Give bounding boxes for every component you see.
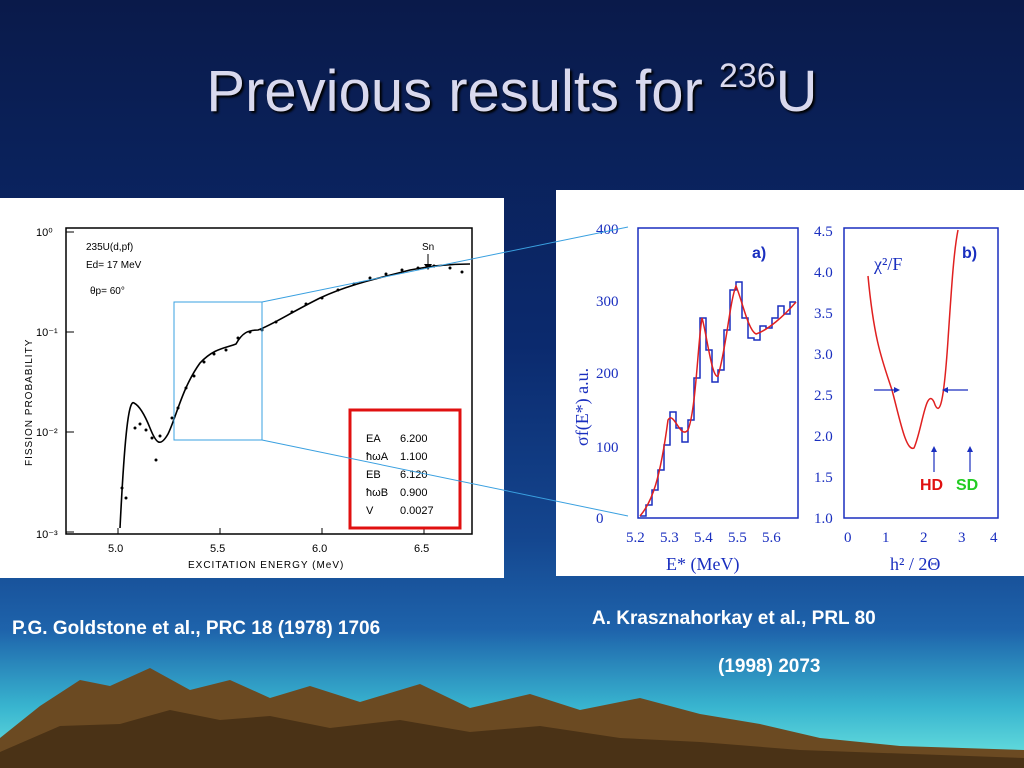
- panel-a-label: a): [752, 245, 766, 262]
- left-figure-panel: 10⁰ 10⁻¹ 10⁻² 10⁻³ 5.0 5.5 6.0 6.5 EXCIT…: [0, 198, 504, 578]
- right-figure-panel: 0 100 200 300 400 5.2 5.3 5.4 5.5 5.6 E*…: [556, 190, 1024, 576]
- b-y-tick-6: 3.5: [814, 306, 833, 322]
- x-tick-4: 6.5: [414, 543, 429, 555]
- b-x-tick-2: 1: [882, 530, 890, 546]
- energy-label: Ed= 17 MeV: [86, 260, 142, 271]
- chi2-label: χ²/F: [873, 254, 902, 274]
- a-x-tick-4: 5.5: [728, 530, 747, 546]
- sd-label: SD: [956, 477, 978, 494]
- param-value-2: 1.100: [400, 451, 428, 463]
- b-x-tick-1: 0: [844, 530, 852, 546]
- y-tick-3: 10⁻²: [36, 427, 58, 439]
- chi2-curve: [867, 229, 959, 449]
- right-citation-line1: A. Krasznahorkay et al., PRL 80: [592, 608, 876, 629]
- param-value-4: 0.900: [400, 487, 428, 499]
- x-tick-1: 5.0: [108, 543, 123, 555]
- sn-label: Sn: [422, 242, 434, 253]
- param-value-5: 0.0027: [400, 505, 434, 517]
- b-y-tick-7: 4.0: [814, 265, 833, 281]
- krasznahorkay-plots: 0 100 200 300 400 5.2 5.3 5.4 5.5 5.6 E*…: [572, 222, 999, 575]
- a-x-tick-2: 5.3: [660, 530, 679, 546]
- x-tick-3: 6.0: [312, 543, 327, 555]
- b-x-tick-3: 2: [920, 530, 928, 546]
- title-end: U: [775, 59, 818, 124]
- y-tick-4: 10⁻³: [36, 529, 58, 541]
- zoom-region-box: [173, 301, 263, 441]
- a-x-tick-3: 5.4: [694, 530, 713, 546]
- a-y-tick-300: 300: [596, 294, 619, 310]
- a-x-tick-1: 5.2: [626, 530, 645, 546]
- slide-title: Previous results for 236U: [0, 56, 1024, 125]
- b-y-tick-4: 2.5: [814, 388, 833, 404]
- param-value-3: 6.120: [400, 469, 428, 481]
- y-tick-2: 10⁻¹: [36, 327, 58, 339]
- title-superscript: 236: [718, 56, 776, 95]
- title-main: Previous results for: [206, 59, 719, 124]
- b-x-axis-label: h² / 2Θ: [890, 554, 940, 574]
- param-name-5: V: [366, 505, 374, 517]
- angle-label: θp= 60°: [90, 286, 125, 297]
- panel-b-label: b): [962, 245, 977, 262]
- reaction-label: 235U(d,pf): [86, 242, 133, 253]
- panel-a-frame: [637, 227, 799, 519]
- a-y-tick-400: 400: [596, 222, 619, 238]
- y-axis-label: FISSION PROBABILITY: [24, 339, 35, 466]
- a-y-axis-label: σf(E*) a.u.: [572, 368, 593, 446]
- a-y-tick-100: 100: [596, 440, 619, 456]
- mountain-landscape: [0, 668, 1024, 768]
- b-y-tick-8: 4.5: [814, 224, 833, 240]
- b-y-tick-3: 2.0: [814, 429, 833, 445]
- param-name-4: ħωB: [366, 487, 388, 499]
- x-axis-label: EXCITATION ENERGY (MeV): [188, 560, 344, 571]
- b-x-tick-5: 4: [990, 530, 998, 546]
- b-y-tick-2: 1.5: [814, 470, 833, 486]
- panel-a-histogram: [640, 281, 796, 517]
- hd-label: HD: [920, 477, 943, 494]
- b-y-tick-5: 3.0: [814, 347, 833, 363]
- a-y-tick-0: 0: [596, 511, 604, 527]
- right-citation-line2: (1998) 2073: [718, 656, 821, 677]
- param-name-2: ħωA: [366, 451, 389, 463]
- left-citation: P.G. Goldstone et al., PRC 18 (1978) 170…: [12, 618, 381, 639]
- fission-probability-plot: 10⁰ 10⁻¹ 10⁻² 10⁻³ 5.0 5.5 6.0 6.5 EXCIT…: [24, 227, 473, 571]
- param-value-1: 6.200: [400, 433, 428, 445]
- a-x-axis-label: E* (MeV): [666, 554, 739, 575]
- x-tick-2: 5.5: [210, 543, 225, 555]
- panel-a-fit-curve: [639, 284, 797, 517]
- param-name-3: EB: [366, 469, 381, 481]
- panel-b-frame: [843, 227, 999, 519]
- param-name-1: EA: [366, 433, 381, 445]
- y-tick-1: 10⁰: [36, 227, 53, 239]
- b-y-tick-1: 1.0: [814, 511, 833, 527]
- a-x-tick-5: 5.6: [762, 530, 781, 546]
- a-y-tick-200: 200: [596, 366, 619, 382]
- b-x-tick-4: 3: [958, 530, 966, 546]
